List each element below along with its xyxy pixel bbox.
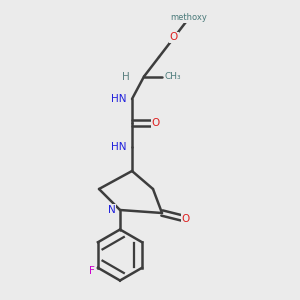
Text: HN: HN: [111, 94, 127, 104]
Text: O: O: [152, 118, 160, 128]
Text: HN: HN: [111, 142, 127, 152]
Text: N: N: [108, 205, 116, 215]
Text: H: H: [122, 71, 130, 82]
Text: O: O: [170, 32, 178, 43]
Text: CH₃: CH₃: [164, 72, 181, 81]
Text: O: O: [182, 214, 190, 224]
Text: F: F: [89, 266, 95, 276]
Text: methoxy: methoxy: [171, 14, 207, 22]
